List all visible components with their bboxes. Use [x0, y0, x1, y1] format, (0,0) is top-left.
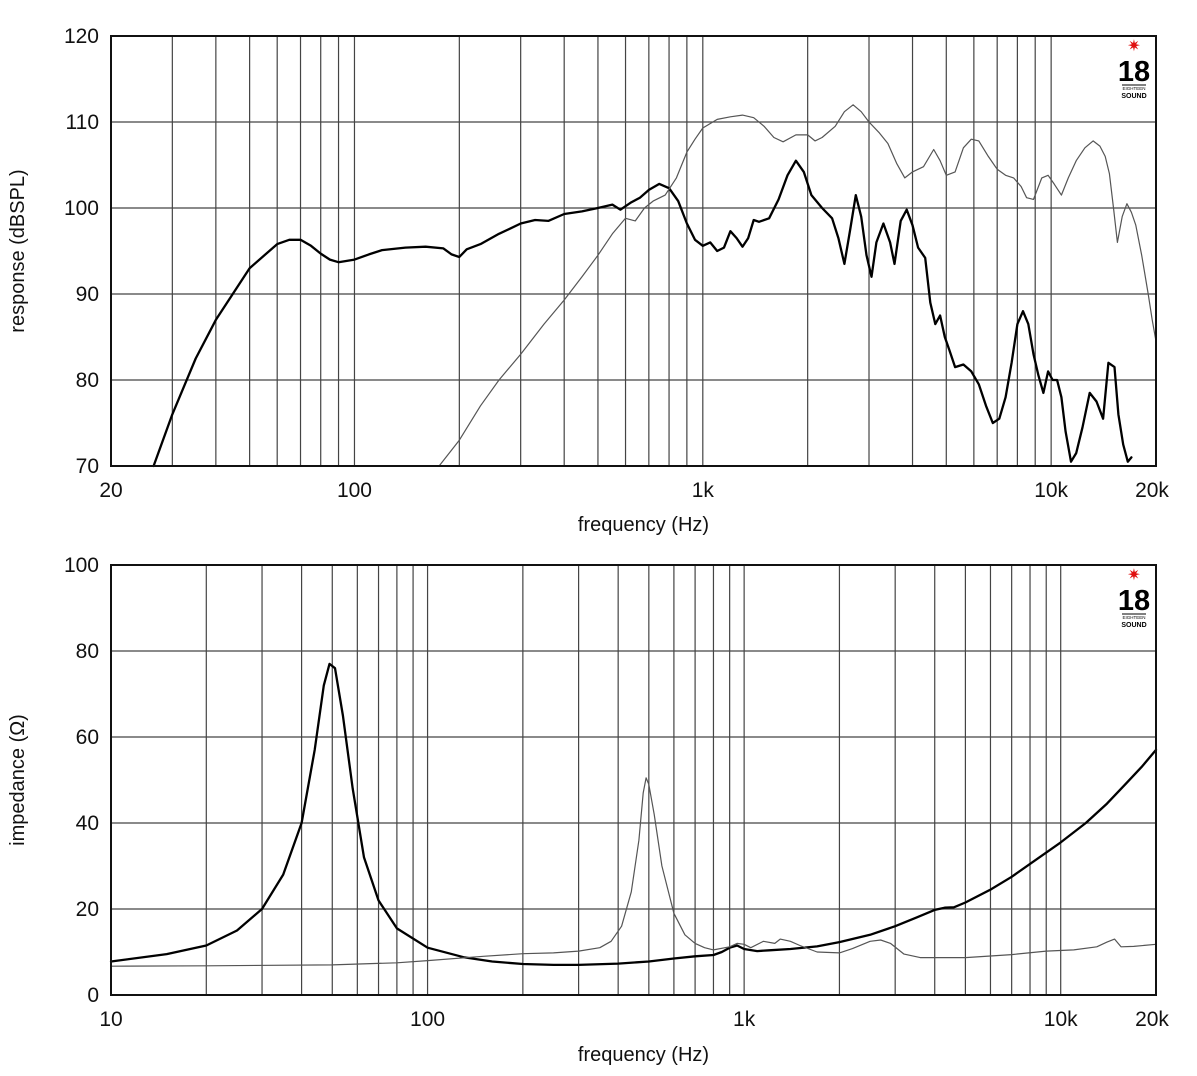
logo-number: 18: [1118, 56, 1150, 88]
series-line-1: [152, 159, 1133, 468]
y-tick-label: 100: [64, 554, 99, 577]
grid: [111, 565, 1156, 995]
y-axis-label: impedance (Ω): [7, 714, 29, 846]
y-tick-label: 100: [64, 197, 99, 220]
plot-frame: [110, 35, 1157, 467]
logo-word-eighteen: EIGHTEEN: [1122, 615, 1145, 620]
logo-word-sound: SOUND: [1121, 622, 1146, 629]
y-tick-label: 80: [76, 640, 99, 663]
chart-panel-2: 0 20 40 60 80 100 10 100 1k 10k 20k frequency (Hz) i…: [7, 554, 1169, 1066]
plot-frame: [110, 564, 1157, 996]
logo-number: 18: [1118, 585, 1150, 617]
x-tick-label: 100: [410, 1008, 445, 1031]
logo-star-icon: ✷: [1127, 567, 1140, 584]
x-axis-label: frequency (Hz): [578, 514, 709, 536]
y-tick-label: 20: [76, 898, 99, 921]
logo-word-eighteen: EIGHTEEN: [1122, 86, 1145, 91]
chart-panel-1: 70 80 90 100 110 120 20 100 1k 10k 20k frequency (H…: [7, 25, 1169, 536]
y-tick-label: 80: [76, 369, 99, 392]
y-tick-label: 0: [87, 984, 99, 1007]
x-tick-label: 10k: [1044, 1008, 1078, 1031]
x-tick-label: 20k: [1135, 479, 1169, 502]
x-tick-label: 20k: [1135, 1008, 1169, 1031]
logo-star-icon: ✷: [1127, 38, 1140, 55]
y-tick-label: 110: [66, 111, 99, 134]
x-tick-label: 10k: [1034, 479, 1068, 502]
series-line-2: [438, 104, 1157, 467]
series-line-1: [109, 662, 1158, 967]
x-tick-label: 1k: [692, 479, 715, 502]
y-tick-label: 90: [76, 283, 99, 306]
x-tick-label: 100: [337, 479, 372, 502]
x-axis-label: frequency (Hz): [578, 1044, 709, 1066]
y-tick-label: 40: [76, 812, 99, 835]
series-line-2: [110, 777, 1157, 967]
y-axis-label: response (dBSPL): [7, 169, 29, 332]
x-tick-label: 1k: [733, 1008, 756, 1031]
x-tick-label: 10: [99, 1008, 122, 1031]
y-tick-label: 70: [76, 455, 99, 478]
logo-word-sound: SOUND: [1121, 93, 1146, 100]
grid: [111, 36, 1156, 466]
y-tick-label: 60: [76, 726, 99, 749]
x-tick-label: 20: [99, 479, 122, 502]
y-tick-label: 120: [64, 25, 99, 48]
